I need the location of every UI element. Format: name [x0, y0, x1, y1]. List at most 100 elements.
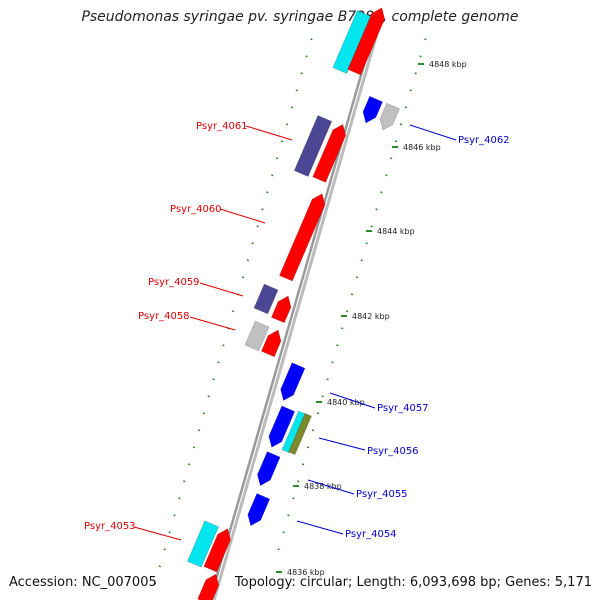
gene-leader-line: [245, 125, 293, 141]
track-dot: [301, 463, 305, 466]
track-dot: [187, 463, 191, 466]
inner-tick-track: [153, 38, 313, 585]
track-dot: [409, 89, 412, 92]
track-dot: [168, 531, 171, 534]
track-dot: [173, 514, 176, 517]
tick-label: 4836 kbp: [287, 568, 325, 577]
track-dot: [266, 191, 269, 194]
tick-label: 4840 kbp: [327, 398, 365, 407]
gene-arrow-psyr-4060[interactable]: [279, 191, 328, 282]
track-dot: [300, 72, 303, 75]
track-dot: [310, 38, 313, 41]
tick-label: 4848 kbp: [429, 60, 467, 69]
gene-box-psyr-4059[interactable]: [253, 283, 279, 315]
gene-arrow-psyr-4053[interactable]: [203, 526, 234, 573]
track-dot: [326, 378, 329, 381]
gene-box-psyr-4062[interactable]: [376, 102, 400, 132]
track-dot: [385, 174, 388, 177]
track-dot: [163, 548, 166, 551]
track-dot: [370, 225, 373, 228]
tick-label: 4844 kbp: [377, 227, 415, 236]
track-dot: [365, 242, 368, 245]
track-dot: [183, 480, 186, 483]
gene-leader-line: [318, 437, 366, 451]
track-dot: [389, 157, 393, 160]
track-dot: [360, 259, 364, 262]
tick-label: 4846 kbp: [403, 143, 441, 152]
track-dot: [202, 412, 206, 415]
accession-text: Accession: NC_007005: [9, 575, 157, 590]
gene-label-psyr-4059[interactable]: Psyr_4059: [148, 277, 200, 288]
outer-tick-track: [277, 38, 427, 551]
track-dot: [287, 514, 290, 517]
track-dot: [207, 395, 210, 398]
gene-leader-line: [296, 520, 344, 535]
track-dot: [241, 276, 245, 279]
gene-arrow-red-bottom[interactable]: [197, 571, 223, 600]
track-dot: [153, 582, 157, 585]
track-dot: [246, 259, 250, 262]
gene-arrow-psyr-4056a[interactable]: [265, 405, 296, 450]
gene-box-cyan-top[interactable]: [332, 10, 372, 74]
track-dot: [331, 361, 334, 364]
gene-arrow-psyr-4057[interactable]: [277, 362, 306, 403]
track-dot: [178, 497, 181, 500]
track-dot: [399, 123, 403, 126]
map-title: Pseudomonas syringae pv. syringae B728a,…: [81, 9, 519, 25]
backbone-line: [208, 29, 376, 600]
gene-label-psyr-4057[interactable]: Psyr_4057: [377, 403, 429, 414]
gene-box-psyr-4053[interactable]: [187, 520, 219, 568]
track-dot: [350, 293, 354, 296]
gene-label-psyr-4061[interactable]: Psyr_4061: [196, 121, 248, 132]
gene-arrow-psyr-4054[interactable]: [244, 493, 271, 529]
backbone-line-shadow: [212, 29, 380, 600]
gene-arrow-psyr-4058[interactable]: [261, 327, 284, 358]
track-dot: [292, 497, 295, 500]
gene-label-psyr-4060[interactable]: Psyr_4060: [170, 204, 222, 215]
track-dot: [316, 412, 320, 415]
track-dot: [336, 344, 339, 347]
gene-leader-line: [307, 479, 355, 495]
track-dot: [311, 429, 315, 432]
gene-leader-line: [133, 526, 182, 541]
gene-label-psyr-4056[interactable]: Psyr_4056: [367, 446, 419, 457]
track-dot: [297, 480, 300, 483]
track-dot: [256, 225, 259, 228]
gene-arrow-psyr-4062[interactable]: [359, 95, 383, 125]
track-dot: [197, 429, 201, 432]
track-dot: [414, 72, 417, 75]
topology-text: Topology: circular; Length: 6,093,698 bp…: [234, 575, 592, 590]
track-dot: [345, 310, 349, 313]
gene-arrow-psyr-4061[interactable]: [312, 122, 350, 183]
gene-label-psyr-4062[interactable]: Psyr_4062: [458, 135, 510, 146]
gene-label-psyr-4053[interactable]: Psyr_4053: [84, 521, 136, 532]
track-dot: [282, 531, 285, 534]
gene-arrow-red-top[interactable]: [347, 5, 388, 76]
track-dot: [231, 310, 235, 313]
track-dot: [306, 446, 310, 449]
track-dot: [295, 89, 298, 92]
track-dot: [222, 344, 225, 347]
gene-label-psyr-4058[interactable]: Psyr_4058: [138, 311, 190, 322]
track-dot: [419, 55, 422, 58]
track-dot: [251, 242, 254, 245]
track-dot: [192, 446, 196, 449]
gene-leader-line: [409, 124, 457, 141]
gene-arrow-psyr-4059[interactable]: [271, 293, 294, 324]
gene-box-psyr-4056-olive[interactable]: [288, 412, 312, 456]
track-dot: [290, 106, 294, 109]
gene-label-psyr-4054[interactable]: Psyr_4054: [345, 529, 397, 540]
track-dot: [277, 548, 280, 551]
track-dot: [424, 38, 427, 41]
gene-box-psyr-4058[interactable]: [244, 320, 270, 352]
gene-box-psyr-4056-cyan[interactable]: [281, 410, 307, 454]
gene-arrow-psyr-4055[interactable]: [254, 451, 281, 489]
gene-label-psyr-4055[interactable]: Psyr_4055: [356, 489, 408, 500]
gene-leader-line: [329, 392, 376, 409]
track-dot: [341, 327, 344, 330]
track-dot: [394, 140, 398, 143]
gene-box-psyr-4061[interactable]: [293, 115, 333, 177]
tick-label: 4838 kbp: [304, 482, 342, 491]
track-dot: [375, 208, 378, 211]
